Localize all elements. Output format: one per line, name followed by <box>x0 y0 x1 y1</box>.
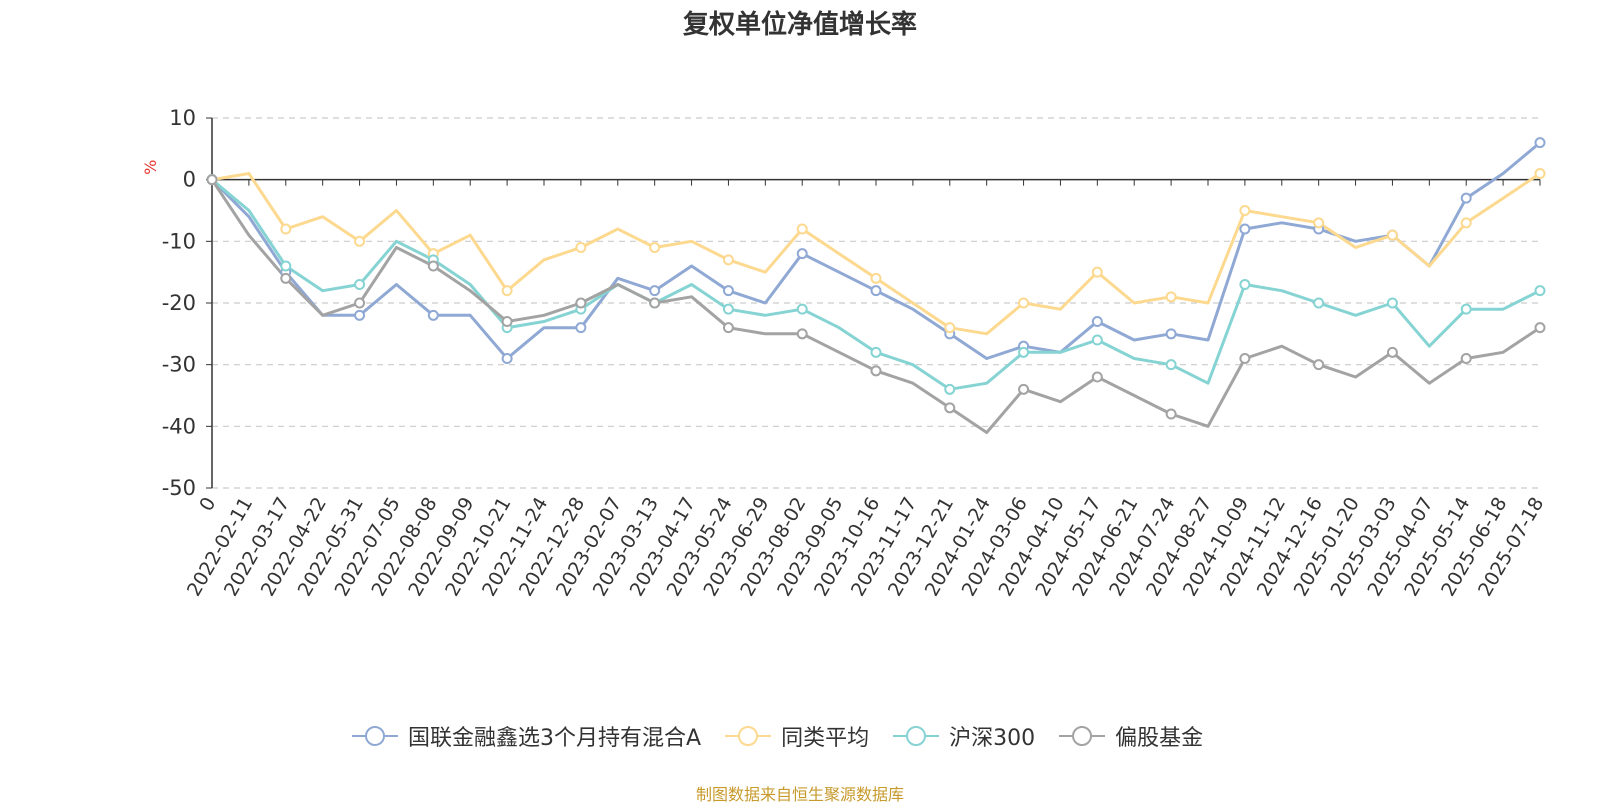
data-point <box>649 242 661 253</box>
data-point <box>1091 371 1103 383</box>
data-point <box>1239 223 1251 235</box>
data-point <box>1313 217 1325 229</box>
grid-lines <box>212 117 1540 489</box>
data-point <box>1460 303 1472 315</box>
data-point <box>354 235 366 247</box>
data-point <box>354 309 366 321</box>
legend-label: 国联金融鑫选3个月持有混合A <box>408 726 702 751</box>
data-point <box>427 309 439 321</box>
legend-item[interactable]: 同类平均 <box>723 720 869 752</box>
legend-symbol-icon <box>352 726 398 746</box>
data-point <box>1460 217 1472 229</box>
data-point <box>1534 285 1546 297</box>
legend: 国联金融鑫选3个月持有混合A 同类平均 沪深300 偏股基金 <box>350 720 1225 752</box>
data-point <box>575 322 587 334</box>
data-point <box>1239 205 1251 216</box>
data-point <box>1018 346 1030 358</box>
series-line <box>211 178 1541 391</box>
data-point <box>649 285 661 297</box>
data-point <box>796 328 808 340</box>
legend-item[interactable]: 偏股基金 <box>1057 720 1203 752</box>
axes <box>206 117 1541 489</box>
legend-label: 同类平均 <box>781 726 870 751</box>
data-point <box>354 279 366 290</box>
data-point <box>427 260 439 272</box>
data-point <box>1313 359 1325 371</box>
data-point <box>1534 168 1546 179</box>
data-point <box>280 260 292 272</box>
data-point <box>575 297 587 309</box>
y-tick-label: 10 <box>169 106 196 130</box>
data-point <box>1091 334 1103 346</box>
data-point <box>1534 137 1546 149</box>
data-point <box>280 223 292 235</box>
source-note: 制图数据来自恒生聚源数据库 <box>695 785 904 804</box>
y-tick-label: -50 <box>162 476 196 500</box>
data-point <box>649 297 661 309</box>
data-point <box>796 303 808 315</box>
data-point <box>944 383 956 395</box>
data-point <box>501 285 513 297</box>
data-point <box>796 248 808 260</box>
legend-symbol-icon <box>1059 726 1106 746</box>
legend-item[interactable]: 沪深300 <box>891 720 1035 752</box>
data-point <box>796 223 808 235</box>
data-point <box>722 322 734 334</box>
data-point <box>1386 229 1398 241</box>
data-point <box>501 353 513 364</box>
legend-symbol-icon <box>893 726 940 746</box>
data-point <box>722 285 734 297</box>
data-point <box>1165 328 1177 340</box>
legend-item[interactable]: 国联金融鑫选3个月持有混合A <box>350 720 701 752</box>
data-point <box>870 346 882 358</box>
data-point <box>206 174 218 186</box>
x-tick-label: 0 <box>195 494 220 515</box>
data-point <box>1165 359 1177 371</box>
data-point <box>870 285 882 297</box>
data-point <box>944 322 956 334</box>
data-point <box>870 272 882 284</box>
data-point <box>1239 353 1251 364</box>
series-markers <box>206 137 1546 420</box>
data-point <box>870 365 882 377</box>
data-point <box>1386 297 1398 309</box>
y-tick-label: -30 <box>162 353 196 377</box>
data-point <box>1534 322 1546 334</box>
y-tick-label: -20 <box>162 291 196 315</box>
data-point <box>1165 291 1177 303</box>
data-point <box>575 242 587 253</box>
y-tick-label: -10 <box>162 229 196 253</box>
data-point <box>1018 383 1030 395</box>
data-point <box>1386 346 1398 358</box>
data-point <box>1018 297 1030 309</box>
data-point <box>1091 316 1103 327</box>
y-tick-label: 0 <box>183 168 196 192</box>
data-point <box>1460 192 1472 204</box>
data-point <box>1165 408 1177 420</box>
data-point <box>944 402 956 414</box>
data-point <box>1239 279 1251 290</box>
data-point <box>354 297 366 309</box>
chart-title: 复权单位净值增长率 <box>682 10 917 40</box>
data-point <box>722 254 734 266</box>
data-point <box>1313 297 1325 309</box>
series-line <box>210 141 1541 360</box>
legend-label: 沪深300 <box>949 726 1036 751</box>
data-point <box>1460 353 1472 364</box>
data-point <box>722 303 734 315</box>
legend-label: 偏股基金 <box>1115 726 1204 751</box>
series-line <box>210 178 1541 434</box>
legend-symbol-icon <box>725 726 772 746</box>
data-point <box>501 316 513 327</box>
y-axis-label: % <box>141 160 160 175</box>
y-tick-label: -40 <box>162 414 196 438</box>
data-point <box>280 272 292 284</box>
data-point <box>1091 266 1103 278</box>
